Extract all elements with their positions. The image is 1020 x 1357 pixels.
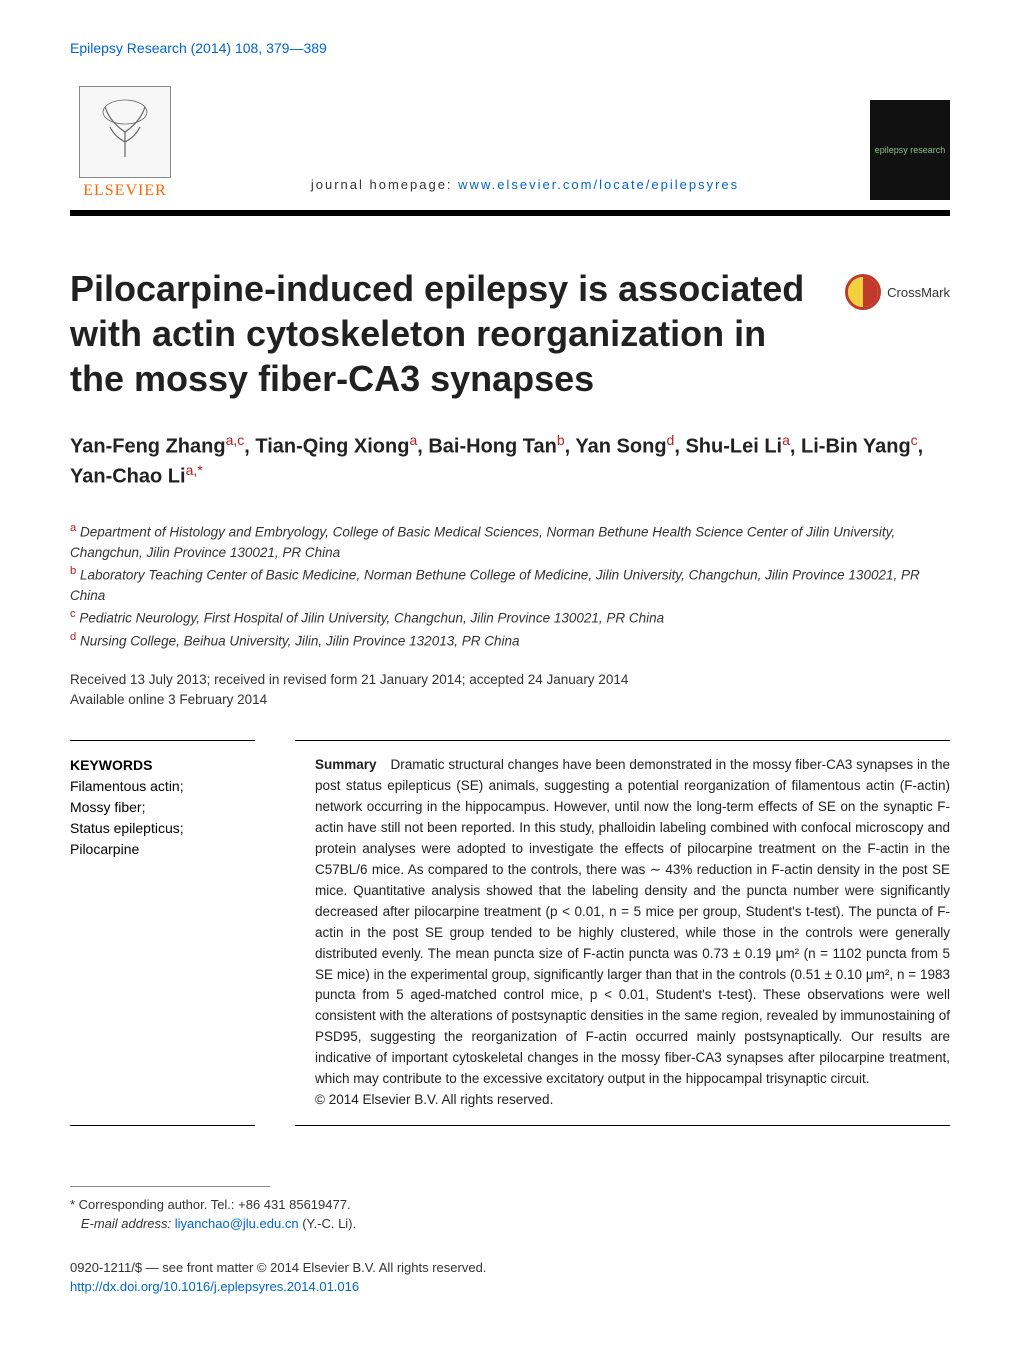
summary-heading: Summary xyxy=(315,757,377,772)
article-dates: Received 13 July 2013; received in revis… xyxy=(70,670,950,711)
available-online-date: Available online 3 February 2014 xyxy=(70,690,950,710)
summary-box: SummaryDramatic structural changes have … xyxy=(295,740,950,1126)
footer-divider xyxy=(70,1186,270,1187)
issn-copyright-line: 0920-1211/$ — see front matter © 2014 El… xyxy=(70,1258,950,1278)
affiliation-a: a Department of Histology and Embryology… xyxy=(70,520,950,563)
keywords-heading: KEYWORDS xyxy=(70,755,245,776)
keyword-item: Mossy fiber; xyxy=(70,797,245,818)
affiliation-list: a Department of Histology and Embryology… xyxy=(70,520,950,652)
corresponding-email-link[interactable]: liyanchao@jlu.edu.cn xyxy=(175,1216,299,1231)
author-list: Yan-Feng Zhanga,c, Tian-Qing Xionga, Bai… xyxy=(70,431,950,490)
journal-reference: Epilepsy Research (2014) 108, 379—389 xyxy=(70,40,950,56)
journal-homepage-line: journal homepage: www.elsevier.com/locat… xyxy=(180,177,870,200)
masthead-bar: ELSEVIER journal homepage: www.elsevier.… xyxy=(70,86,950,216)
keyword-item: Status epilepticus; xyxy=(70,818,245,839)
received-dates: Received 13 July 2013; received in revis… xyxy=(70,670,950,690)
affiliation-d: d Nursing College, Beihua University, Ji… xyxy=(70,629,950,652)
elsevier-tree-icon xyxy=(79,86,171,178)
keywords-box: KEYWORDS Filamentous actin; Mossy fiber;… xyxy=(70,740,255,1126)
keyword-item: Pilocarpine xyxy=(70,839,245,860)
email-line: E-mail address: liyanchao@jlu.edu.cn (Y.… xyxy=(70,1214,950,1234)
homepage-link[interactable]: www.elsevier.com/locate/epilepsyres xyxy=(458,177,739,192)
crossmark-label: CrossMark xyxy=(887,285,950,300)
homepage-label: journal homepage: xyxy=(311,177,453,192)
summary-copyright: © 2014 Elsevier B.V. All rights reserved… xyxy=(315,1090,950,1111)
summary-text: Dramatic structural changes have been de… xyxy=(315,757,950,1086)
affiliation-c: c Pediatric Neurology, First Hospital of… xyxy=(70,606,950,629)
article-title: Pilocarpine-induced epilepsy is associat… xyxy=(70,266,825,401)
page-footer: * Corresponding author. Tel.: +86 431 85… xyxy=(70,1186,950,1297)
journal-ref-link[interactable]: Epilepsy Research (2014) 108, 379—389 xyxy=(70,40,327,56)
doi-line: http://dx.doi.org/10.1016/j.eplepsyres.2… xyxy=(70,1277,950,1297)
affiliation-b: b Laboratory Teaching Center of Basic Me… xyxy=(70,563,950,606)
crossmark-badge[interactable]: CrossMark xyxy=(845,274,950,310)
email-attribution: (Y.-C. Li). xyxy=(302,1216,356,1231)
journal-cover-thumbnail: epilepsy research xyxy=(870,100,950,200)
doi-link[interactable]: http://dx.doi.org/10.1016/j.eplepsyres.2… xyxy=(70,1279,359,1294)
corresponding-author: * Corresponding author. Tel.: +86 431 85… xyxy=(70,1195,950,1215)
crossmark-icon xyxy=(845,274,881,310)
keyword-item: Filamentous actin; xyxy=(70,776,245,797)
elsevier-label: ELSEVIER xyxy=(83,182,167,200)
elsevier-logo-block: ELSEVIER xyxy=(70,86,180,200)
